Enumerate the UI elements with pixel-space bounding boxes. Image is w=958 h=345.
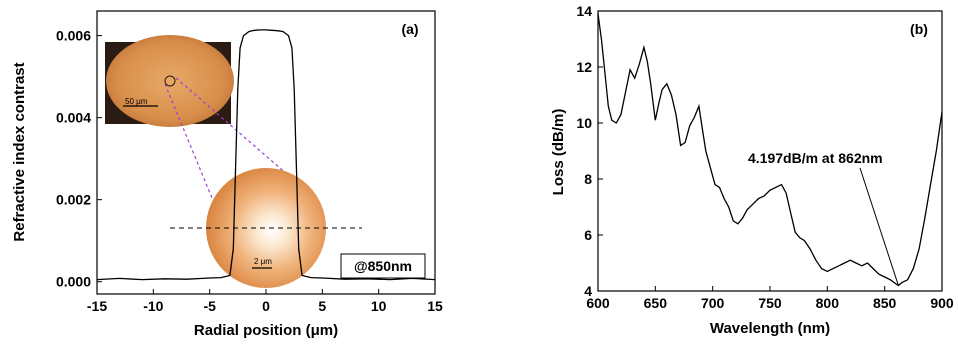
x-axis-label-b: Wavelength (nm) bbox=[710, 320, 830, 337]
y-tick-label-a-3: 0.006 bbox=[56, 28, 91, 44]
wavelength-box bbox=[340, 253, 426, 279]
wavelength-label: @850nm bbox=[354, 258, 412, 274]
x-tick-label-a-6: 15 bbox=[427, 298, 443, 314]
x-axis-label-a: Radial position (μm) bbox=[194, 322, 338, 339]
y-tick-label-b-5: 14 bbox=[576, 3, 592, 19]
core-scalebar-label: 2 μm bbox=[254, 257, 272, 266]
y-tick-label-b-3: 10 bbox=[576, 115, 592, 131]
x-tick-label-b-4: 800 bbox=[816, 295, 840, 311]
series-line-a-0 bbox=[96, 29, 436, 281]
x-tick-label-a-1: -10 bbox=[143, 298, 163, 314]
y-tick-label-a-1: 0.002 bbox=[56, 192, 91, 208]
zoom-line-right bbox=[175, 77, 289, 176]
series-line-b-0 bbox=[597, 13, 943, 287]
x-tick-label-b-0: 600 bbox=[586, 295, 610, 311]
x-tick-label-a-0: -15 bbox=[87, 298, 107, 314]
panel-label-b: (b) bbox=[910, 21, 928, 37]
chart-b: 600 650 700 750 800 850 900 4 6 8 10 12 14 4.197dB/m… bbox=[550, 3, 954, 337]
x-tick-label-a-2: -5 bbox=[203, 298, 216, 314]
x-tick-label-a-3: 0 bbox=[262, 298, 270, 314]
inset-selection-circle bbox=[164, 75, 176, 87]
min-annotation-pointer bbox=[859, 167, 899, 286]
y-tick-label-b-4: 12 bbox=[576, 59, 592, 75]
y-tick-label-a-2: 0.004 bbox=[56, 110, 91, 126]
inset-scalebar-large-label: 50 μm bbox=[125, 97, 148, 106]
x-tick-label-b-5: 850 bbox=[873, 295, 897, 311]
x-tick-label-b-3: 750 bbox=[758, 295, 782, 311]
series-line-a bbox=[96, 29, 436, 281]
min-annotation-label: 4.197dB/m at 862nm bbox=[748, 150, 883, 166]
chart-a: 50 μm 2 μm @850nm -15 -10 -5 0 5 10 15 0.000 0.0… bbox=[11, 10, 443, 339]
y-tick-label-b-2: 8 bbox=[584, 171, 592, 187]
y-tick-label-b-0: 4 bbox=[584, 283, 592, 299]
y-axis-label-b: Loss (dB/m) bbox=[550, 109, 567, 196]
x-tick-label-a-5: 10 bbox=[371, 298, 387, 314]
x-tick-label-b-1: 650 bbox=[644, 295, 668, 311]
x-tick-label-b-2: 700 bbox=[701, 295, 725, 311]
series-line-b bbox=[597, 13, 943, 287]
zoom-line-left bbox=[164, 83, 213, 199]
y-axis-label-a: Refractive index contrast bbox=[11, 62, 28, 241]
y-tick-label-b-1: 6 bbox=[584, 227, 592, 243]
y-tick-label-a-0: 0.000 bbox=[56, 274, 91, 290]
inset-fiber-photo: 50 μm bbox=[105, 35, 234, 127]
x-tick-label-b-6: 900 bbox=[930, 295, 954, 311]
core-magnified-disc bbox=[206, 168, 326, 288]
panel-label-a: (a) bbox=[401, 21, 418, 37]
x-tick-label-a-4: 5 bbox=[318, 298, 326, 314]
